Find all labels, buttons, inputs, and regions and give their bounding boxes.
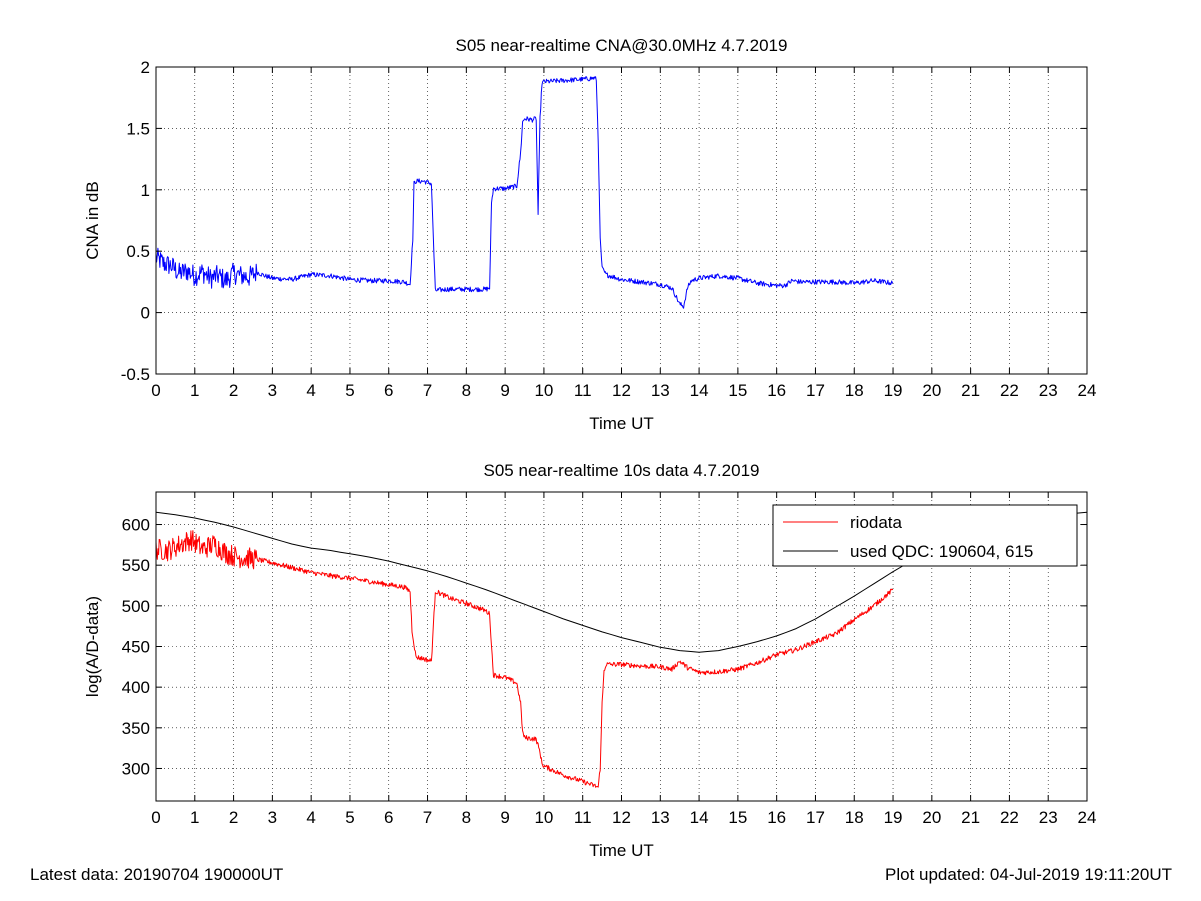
x-tick-label: 5 xyxy=(345,381,354,400)
x-tick-label: 24 xyxy=(1078,381,1097,400)
series-line-riodata xyxy=(155,530,894,788)
y-tick-label: 500 xyxy=(122,597,150,616)
x-axis-label: Time UT xyxy=(589,414,654,433)
x-tick-label: 18 xyxy=(845,381,864,400)
plot-area xyxy=(156,67,1087,374)
x-tick-label: 11 xyxy=(574,808,592,827)
y-tick-label: 350 xyxy=(122,719,150,738)
y-tick-label: 400 xyxy=(122,678,150,697)
y-tick-label: 550 xyxy=(122,556,150,575)
y-tick-label: 1.5 xyxy=(126,119,150,138)
x-tick-label: 3 xyxy=(268,808,277,827)
x-tick-label: 2 xyxy=(229,808,238,827)
x-tick-label: 18 xyxy=(845,808,864,827)
y-tick-label: 1 xyxy=(141,181,150,200)
x-tick-label: 0 xyxy=(151,808,160,827)
y-axis-label: log(A/D-data) xyxy=(83,596,102,697)
y-tick-label: 2 xyxy=(141,58,150,77)
x-tick-label: 21 xyxy=(961,381,980,400)
plot-updated-label: Plot updated: 04-Jul-2019 19:11:20UT xyxy=(885,865,1172,884)
legend-label: used QDC: 190604, 615 xyxy=(850,542,1033,561)
x-tick-label: 11 xyxy=(574,381,592,400)
x-tick-label: 14 xyxy=(690,808,709,827)
x-tick-label: 22 xyxy=(1000,808,1019,827)
chart-2: 0 1 2 3 4 5 6 7 8 9 10 11 12 13 14 15 16 17 18 19 20 21 22 23 24… xyxy=(83,461,1096,860)
x-tick-label: 10 xyxy=(534,381,553,400)
x-tick-label: 9 xyxy=(500,381,509,400)
chart-1: 0 1 2 3 4 5 6 7 8 9 10 11 12 13 14 15 16 17 18 19 20 21 22 23 24… xyxy=(83,36,1096,433)
x-tick-label: 9 xyxy=(500,808,509,827)
x-tick-label: 4 xyxy=(306,381,315,400)
y-tick-label: 600 xyxy=(122,516,150,535)
x-tick-label: 0 xyxy=(151,381,160,400)
x-tick-label: 6 xyxy=(384,381,393,400)
latest-data-label: Latest data: 20190704 190000UT xyxy=(30,865,284,884)
legend-label: riodata xyxy=(850,513,903,532)
x-tick-label: 8 xyxy=(462,381,471,400)
y-axis-label: CNA in dB xyxy=(83,181,102,259)
x-tick-label: 17 xyxy=(806,808,825,827)
y-tick-label: 0.5 xyxy=(126,242,150,261)
y-tick-label: 450 xyxy=(122,638,150,657)
x-tick-label: 20 xyxy=(922,381,941,400)
x-tick-label: 6 xyxy=(384,808,393,827)
x-tick-label: 3 xyxy=(268,381,277,400)
chart-title: S05 near-realtime 10s data 4.7.2019 xyxy=(484,461,760,480)
x-tick-label: 19 xyxy=(884,381,903,400)
x-tick-label: 7 xyxy=(423,381,432,400)
chart-title: S05 near-realtime CNA@30.0MHz 4.7.2019 xyxy=(456,36,788,55)
x-tick-label: 13 xyxy=(651,808,670,827)
x-tick-label: 1 xyxy=(190,808,199,827)
x-tick-label: 15 xyxy=(728,808,747,827)
series-line-1 xyxy=(155,76,894,309)
x-tick-label: 19 xyxy=(884,808,903,827)
x-tick-label: 5 xyxy=(345,808,354,827)
x-tick-label: 1 xyxy=(190,381,199,400)
x-tick-label: 23 xyxy=(1039,808,1058,827)
x-tick-label: 15 xyxy=(728,381,747,400)
x-axis-label: Time UT xyxy=(589,841,654,860)
x-tick-label: 4 xyxy=(306,808,315,827)
x-tick-label: 16 xyxy=(767,381,786,400)
y-tick-label: 0 xyxy=(141,304,150,323)
x-tick-label: 13 xyxy=(651,381,670,400)
x-tick-label: 23 xyxy=(1039,381,1058,400)
x-tick-label: 20 xyxy=(922,808,941,827)
x-tick-label: 24 xyxy=(1078,808,1097,827)
y-tick-label: 300 xyxy=(122,759,150,778)
x-tick-label: 2 xyxy=(229,381,238,400)
x-tick-label: 14 xyxy=(690,381,709,400)
x-tick-label: 17 xyxy=(806,381,825,400)
x-tick-label: 12 xyxy=(612,381,631,400)
x-tick-label: 7 xyxy=(423,808,432,827)
legend: riodata used QDC: 190604, 615 xyxy=(772,504,1078,567)
x-tick-label: 22 xyxy=(1000,381,1019,400)
x-tick-label: 21 xyxy=(961,808,980,827)
legend-box xyxy=(772,504,1078,567)
plots-group: 0 1 2 3 4 5 6 7 8 9 10 11 12 13 14 15 16 17 18 19 20 21 22 23 24… xyxy=(83,36,1096,860)
y-tick-label: -0.5 xyxy=(121,365,150,384)
x-tick-label: 12 xyxy=(612,808,631,827)
x-tick-label: 16 xyxy=(767,808,786,827)
x-tick-label: 8 xyxy=(462,808,471,827)
x-tick-label: 10 xyxy=(534,808,553,827)
